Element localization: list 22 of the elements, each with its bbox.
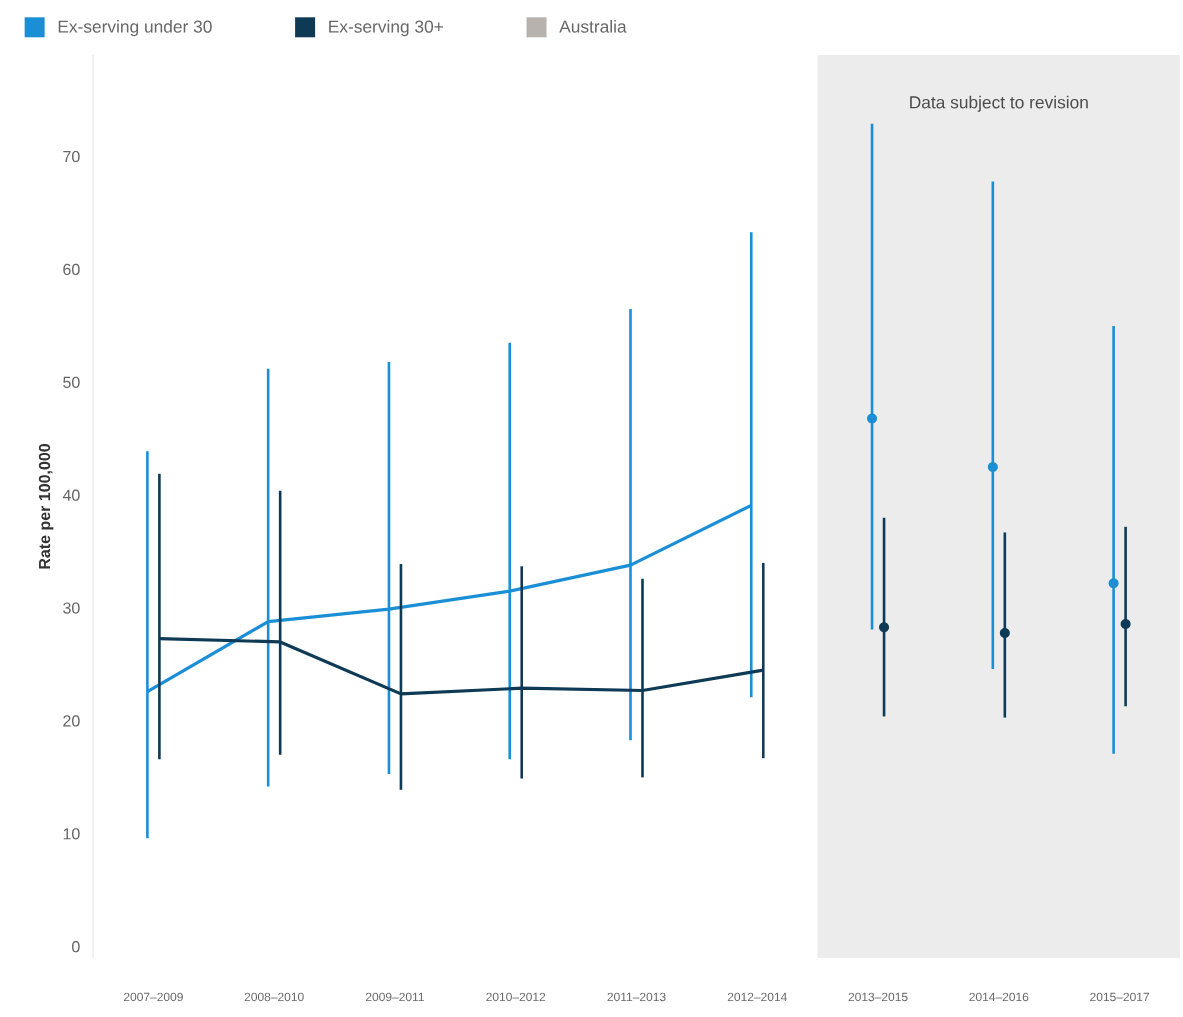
x-tick-label: 2007–2009 (123, 992, 183, 1002)
y-tick-label: 10 (63, 828, 80, 840)
y-axis-title: Rate per 100,000 (38, 444, 54, 569)
x-tick-label: 2011–2013 (607, 992, 666, 1002)
y-tick-label: 70 (63, 150, 80, 163)
y-tick-label: 20 (63, 715, 80, 727)
y-tick-label: 0 (72, 941, 80, 953)
x-tick-label: 2012–2014 (727, 992, 787, 1002)
band-label: Data subject to revision (910, 95, 1088, 112)
y-tick-label: 60 (63, 263, 80, 276)
legend-label: Ex-serving under 30 (58, 20, 212, 37)
x-tick-label: 2013–2015 (848, 992, 908, 1002)
x-tick-label: 2014–2016 (969, 992, 1029, 1002)
x-tick-label: 2009–2011 (365, 992, 424, 1002)
y-tick-label: 50 (63, 376, 80, 388)
x-tick-label: 2015–2017 (1090, 992, 1150, 1002)
y-tick-label: 40 (62, 489, 80, 501)
legend-label: Australia (559, 20, 627, 33)
x-tick-label: 2008–2010 (244, 992, 304, 1002)
x-tick-label: 2010–2012 (486, 992, 546, 1002)
y-tick-label: 30 (63, 602, 80, 614)
legend-label: Ex-serving 30+ (329, 20, 443, 37)
